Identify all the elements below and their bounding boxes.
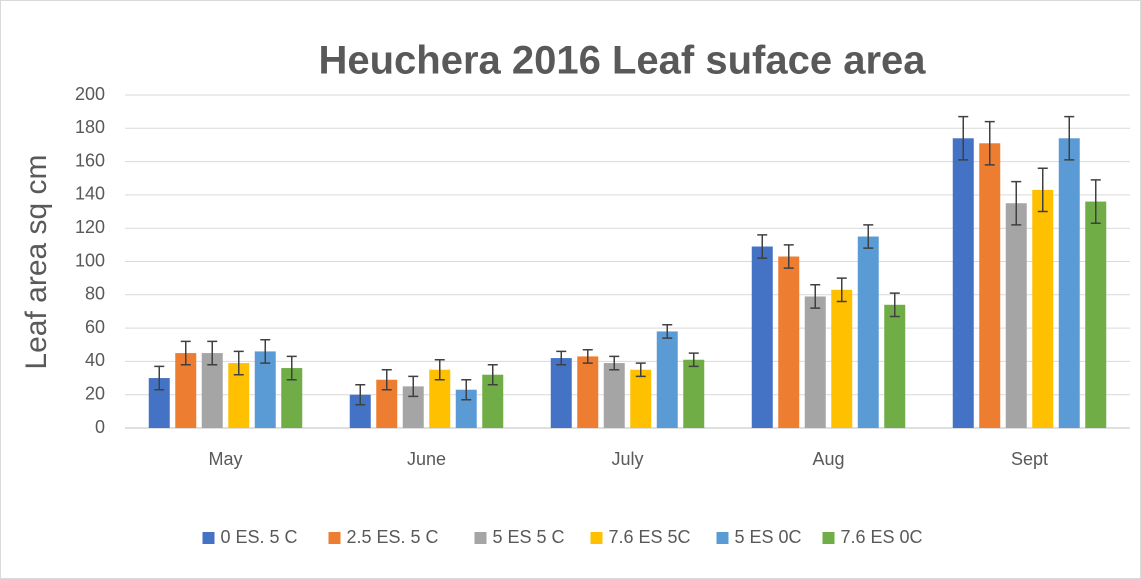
error-bar [434, 358, 445, 381]
bar [1058, 138, 1080, 429]
y-tick-label: 160 [75, 150, 105, 170]
x-tick-label: May [208, 449, 242, 469]
bar [804, 296, 826, 428]
y-tick-label: 120 [75, 217, 105, 237]
error-bar [286, 355, 297, 381]
error-bar [355, 383, 366, 406]
y-tick-label: 100 [75, 250, 105, 270]
error-bar [609, 355, 620, 371]
error-bar [958, 115, 969, 161]
bar [455, 389, 477, 428]
error-bar [487, 363, 498, 386]
error-bar [889, 292, 900, 318]
bar [751, 246, 773, 428]
y-tick-label: 40 [85, 350, 105, 370]
error-bar [207, 340, 218, 366]
y-tick-label: 60 [85, 317, 105, 337]
error-bar [635, 362, 646, 378]
bar [376, 379, 398, 428]
bar [683, 359, 705, 428]
bar [550, 358, 572, 428]
legend-label: 5 ES 5 C [493, 527, 565, 547]
error-bar [233, 350, 244, 376]
error-bar [260, 339, 271, 364]
bar [1085, 201, 1107, 428]
bar [201, 353, 223, 428]
error-bar [836, 277, 847, 303]
legend-label: 0 ES. 5 C [221, 527, 298, 547]
error-bar [1037, 167, 1048, 213]
bar [254, 351, 276, 428]
bar [603, 363, 625, 428]
error-bar [1011, 180, 1022, 226]
x-tick-label: July [611, 449, 643, 469]
error-bar [408, 375, 419, 398]
y-tick-label: 0 [95, 417, 105, 437]
bar [1005, 203, 1027, 428]
legend-swatch [202, 532, 215, 544]
error-bar [1064, 115, 1075, 161]
x-tick-label: June [407, 449, 446, 469]
error-bar [662, 324, 673, 339]
error-bar [1090, 179, 1101, 224]
error-bar [180, 340, 191, 366]
bar [228, 363, 250, 428]
error-bar [863, 224, 874, 249]
legend-label: 5 ES 0C [735, 527, 802, 547]
y-tick-label: 80 [85, 284, 105, 304]
legend-label: 2.5 ES. 5 C [347, 527, 439, 547]
bar [952, 138, 974, 429]
legend-swatch [716, 532, 729, 544]
x-tick-label: Sept [1011, 449, 1048, 469]
x-tick-label: Aug [812, 449, 844, 469]
legend-label: 7.6 ES 0C [841, 527, 923, 547]
y-tick-label: 200 [75, 84, 105, 104]
chart-title: Heuchera 2016 Leaf suface area [318, 39, 926, 83]
bar [349, 394, 371, 428]
bar [402, 386, 424, 428]
bar [148, 378, 170, 428]
error-bar [381, 368, 392, 391]
legend-swatch [474, 532, 487, 544]
bar [482, 374, 504, 428]
error-bar [461, 378, 472, 401]
legend-label: 7.6 ES 5C [609, 527, 691, 547]
y-tick-label: 20 [85, 383, 105, 403]
bar [175, 353, 197, 428]
error-bar [984, 120, 995, 166]
bar [857, 236, 879, 428]
y-axis-label: Leaf area sq cm [20, 154, 53, 369]
bar [577, 356, 599, 428]
legend-swatch [822, 532, 835, 544]
bar [778, 256, 800, 428]
error-bar [688, 352, 699, 368]
error-bar [783, 244, 794, 269]
bar [281, 368, 303, 428]
bar [630, 369, 652, 428]
bar [1032, 189, 1054, 428]
legend-swatch [590, 532, 603, 544]
legend-swatch [328, 532, 341, 544]
bar [831, 289, 853, 428]
y-tick-label: 180 [75, 117, 105, 137]
error-bar [757, 234, 768, 259]
error-bar [582, 348, 593, 364]
error-bar [556, 350, 567, 366]
bar [656, 331, 678, 428]
y-tick-label: 140 [75, 184, 105, 204]
bar [429, 369, 451, 428]
error-bar [810, 284, 821, 309]
error-bar [154, 365, 165, 391]
bar [979, 143, 1001, 428]
bar [884, 304, 906, 428]
